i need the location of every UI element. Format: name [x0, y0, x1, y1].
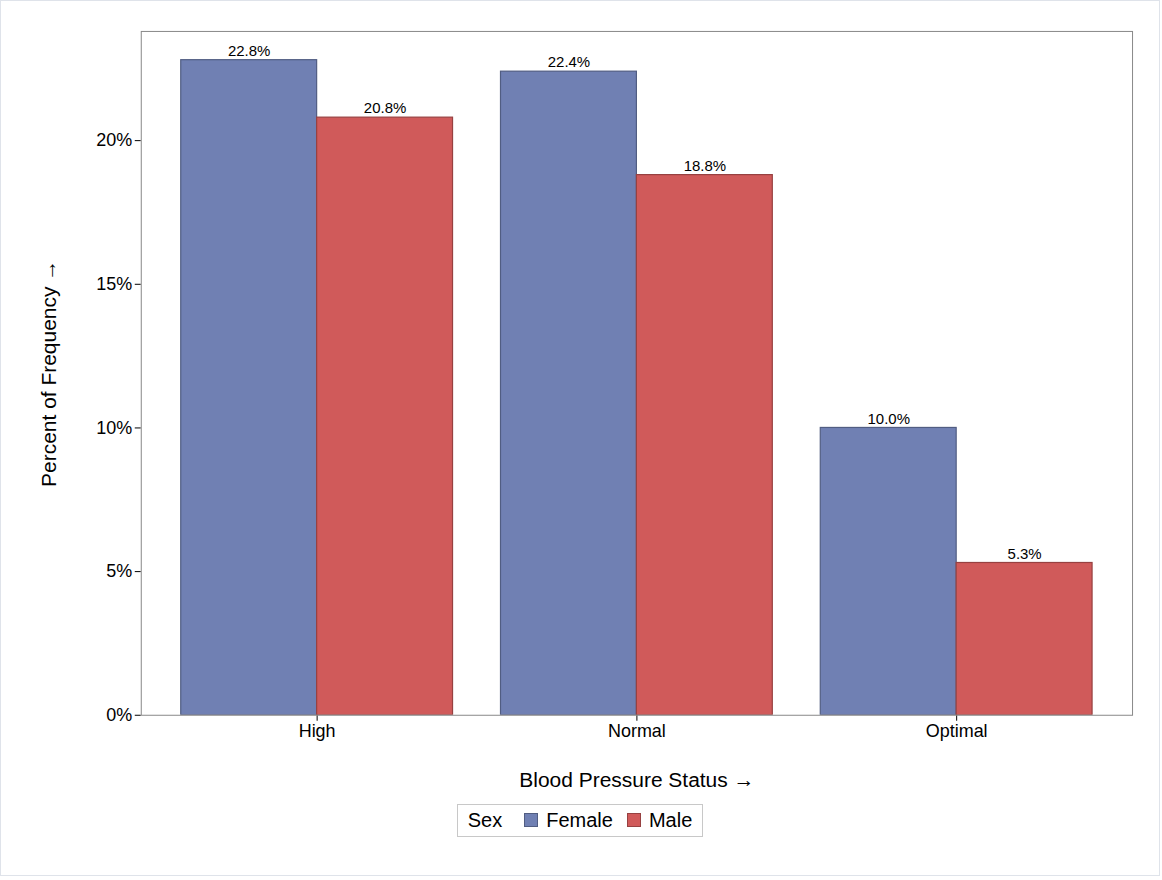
svg-text:18.8%: 18.8%	[684, 157, 726, 174]
svg-text:5.3%: 5.3%	[1008, 545, 1042, 562]
svg-text:0%: 0%	[106, 705, 132, 725]
svg-text:5%: 5%	[106, 561, 132, 581]
svg-text:22.8%: 22.8%	[228, 42, 270, 59]
svg-text:10%: 10%	[96, 418, 132, 438]
html-text:Sex: Sex	[467, 808, 503, 831]
svg-text:Blood Pressure Status →: Blood Pressure Status →	[519, 768, 754, 791]
svg-text:15%: 15%	[96, 274, 132, 294]
html-text:Male: Male	[648, 808, 693, 831]
html-text:Female: Female	[546, 808, 613, 831]
svg-text:20.8%: 20.8%	[364, 99, 406, 116]
svg-text:High: High	[299, 721, 336, 741]
svg-text:Normal: Normal	[608, 721, 666, 741]
svg-text:20%: 20%	[96, 130, 132, 150]
svg-text:22.4%: 22.4%	[548, 53, 590, 70]
svg-text:Optimal: Optimal	[926, 721, 988, 741]
svg-text:Percent of Frequency →: Percent of Frequency →	[37, 260, 60, 487]
svg-text:10.0%: 10.0%	[867, 410, 909, 427]
